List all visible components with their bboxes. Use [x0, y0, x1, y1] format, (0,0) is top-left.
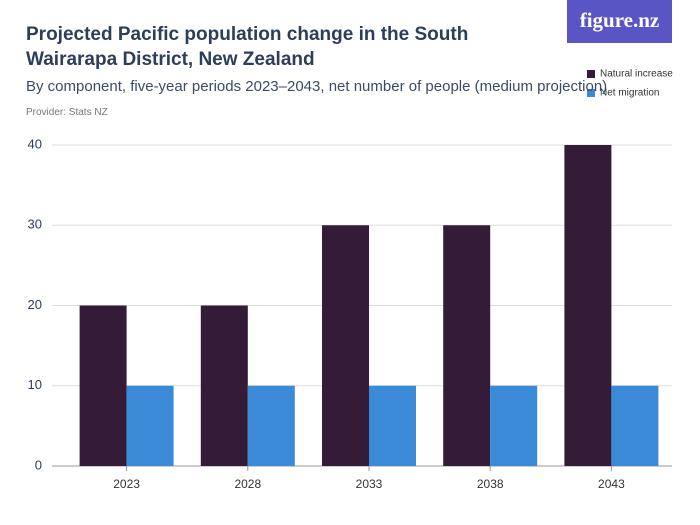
legend-label: Natural increase [600, 69, 673, 80]
provider: Provider: Stats NZ [26, 107, 108, 118]
bar [564, 145, 612, 466]
y-tick-label: 40 [28, 136, 42, 151]
bar [611, 385, 659, 466]
bar [322, 225, 369, 466]
x-tick-label: 2033 [356, 477, 383, 491]
bar [200, 305, 248, 466]
legend-label: Net migration [600, 88, 659, 99]
x-tick-label: 2038 [477, 477, 504, 491]
bar [79, 305, 127, 466]
logo: figure.nz [567, 0, 672, 43]
bar [126, 385, 174, 466]
legend-swatch [587, 89, 595, 97]
bar [247, 385, 295, 466]
y-tick-label: 10 [28, 377, 42, 392]
chart-subtitle: By component, five-year periods 2023–204… [26, 78, 608, 95]
x-tick-label: 2023 [113, 477, 140, 491]
chart-title: Projected Pacific population change in t… [26, 24, 469, 70]
legend-swatch [587, 70, 595, 78]
y-tick-label: 20 [28, 297, 42, 312]
bar [369, 385, 416, 466]
bar [490, 385, 538, 466]
y-tick-label: 30 [28, 217, 42, 232]
x-tick-label: 2028 [234, 477, 261, 491]
y-tick-label: 0 [35, 457, 42, 472]
x-tick-label: 2043 [598, 477, 625, 491]
bar [443, 225, 491, 466]
